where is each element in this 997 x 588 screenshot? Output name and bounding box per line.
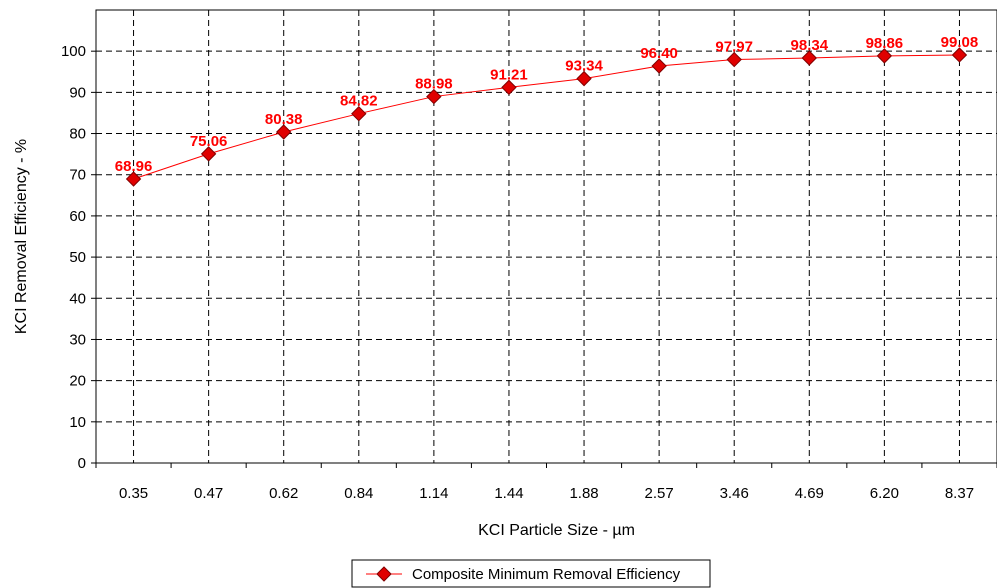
data-point-marker [801,50,817,66]
x-tick-label: 1.88 [569,485,598,502]
y-tick-label: 10 [69,414,86,431]
data-point-marker [576,70,592,87]
legend: Composite Minimum Removal Efficiency [351,559,711,588]
data-point-marker [351,105,367,122]
legend-box [351,559,711,588]
series-line [133,54,960,180]
data-label: 75.06 [190,133,228,150]
y-axis-title: KCI Removal Efficiency - % [13,139,30,334]
x-tick-label: 4.69 [795,485,824,502]
x-tick-label: 1.44 [494,485,523,502]
x-tick-label: 3.46 [720,485,749,502]
x-axis-title: KCI Particle Size - µm [478,522,635,539]
data-series [125,47,968,187]
y-tick-label: 80 [69,126,86,143]
data-point-marker [951,47,968,63]
legend-diamond-marker [376,566,392,582]
x-tick-label: 0.62 [269,485,298,502]
y-tick-label: 50 [69,249,86,266]
y-tick-label: 40 [69,290,86,307]
y-tick-label: 100 [61,43,86,60]
grid-lines [96,10,997,463]
data-point-marker [276,124,292,140]
data-label: 68.96 [115,158,153,175]
data-label: 98.86 [866,35,904,52]
data-label: 97.97 [715,39,753,56]
axes: 0 10 20 30 40 50 60 70 80 90 100 0.35 0.47 0.62 0.84 1.… [61,43,997,502]
data-label: 99.08 [941,34,979,51]
y-tick-label: 20 [69,373,86,390]
data-label: 88.98 [415,76,453,93]
y-tick-label: 70 [69,167,86,184]
data-label: 93.34 [565,58,603,75]
data-point-marker [426,88,442,105]
y-tick-label: 0 [78,455,86,472]
data-point-marker [651,58,667,74]
y-tick-label: 90 [69,84,86,101]
data-point-marker [501,79,517,96]
x-tick-label: 0.84 [344,485,373,502]
x-tick-label: 0.47 [194,485,223,502]
y-tick-label: 30 [69,331,86,348]
data-label: 80.38 [265,111,303,128]
data-point-marker [726,51,742,68]
data-point-marker [200,146,217,162]
legend-label: Composite Minimum Removal Efficiency [412,566,681,583]
y-tick-label: 60 [69,208,86,225]
data-labels: 68.96 75.06 80.38 84.82 88.98 91.21 93.34 96.40… [115,34,978,175]
data-point-marker [876,48,893,64]
data-label: 91.21 [490,66,528,83]
x-tick-label: 0.35 [119,485,148,502]
data-label: 96.40 [640,45,678,62]
plot-area [95,9,997,464]
x-tick-label: 6.20 [870,485,899,502]
data-label: 98.34 [791,37,829,54]
x-tick-label: 2.57 [645,485,674,502]
x-tick-label: 1.14 [419,485,448,502]
data-label: 84.82 [340,93,378,110]
data-point-marker [125,171,142,187]
x-tick-label: 8.37 [945,485,974,502]
